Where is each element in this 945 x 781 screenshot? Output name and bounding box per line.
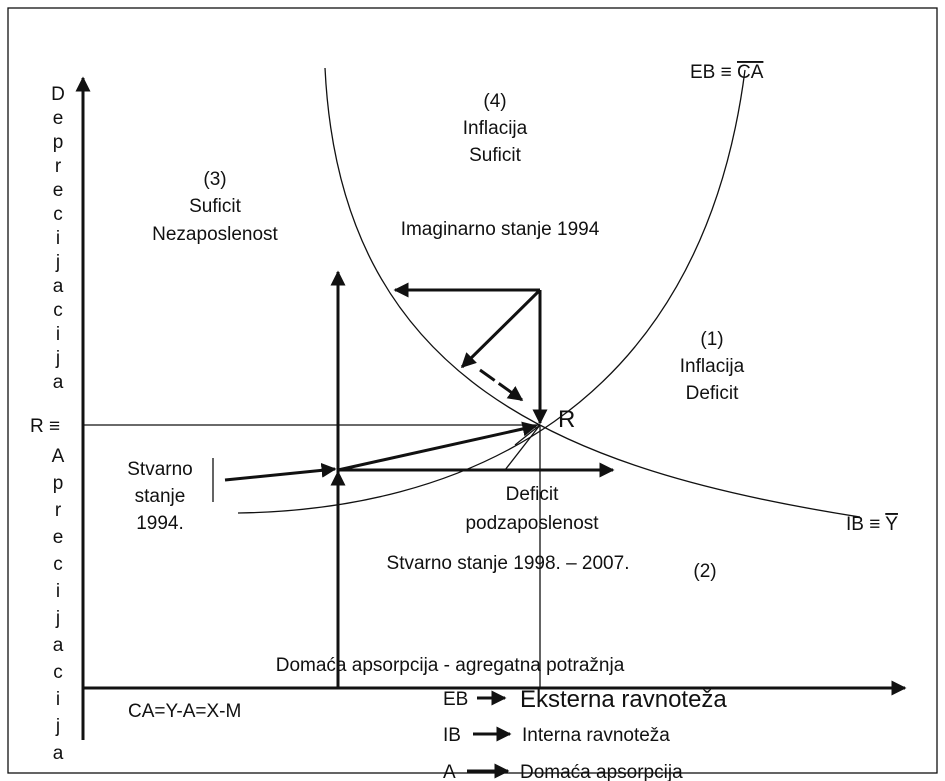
region: Suficit <box>189 196 241 217</box>
arrow <box>460 288 542 369</box>
region: (3) <box>203 169 226 190</box>
label: Imaginarno stanje 1994 <box>401 219 600 240</box>
legend-text: Interna ravnoteža <box>522 725 670 746</box>
eb-label: EB ≡ CA <box>690 62 764 83</box>
label: stanje <box>135 486 186 507</box>
region: Inflacija <box>680 356 745 377</box>
y-axis-label: R ≡ <box>30 416 60 437</box>
region: Deficit <box>506 484 560 505</box>
arrow <box>337 421 538 472</box>
region: Nezaposlenost <box>152 224 278 245</box>
label: R <box>558 406 575 433</box>
region: Suficit <box>469 145 521 166</box>
region: Deficit <box>686 383 740 404</box>
label: CA=Y-A=X-M <box>128 701 241 722</box>
legend-text: Domaća apsorpcija <box>520 762 683 781</box>
legend-text: Eksterna ravnoteža <box>520 686 727 713</box>
arrow <box>224 462 337 482</box>
region: (2) <box>693 561 716 582</box>
x-axis-label: Domaća apsorpcija - agregatna potražnja <box>276 655 625 676</box>
label: 1994. <box>136 513 184 534</box>
region: podzaposlenost <box>465 513 599 534</box>
region: (4) <box>483 91 506 112</box>
arrow <box>479 368 524 402</box>
region: Inflacija <box>463 118 528 139</box>
label: Stvarno stanje 1998. – 2007. <box>387 553 630 574</box>
region: (1) <box>700 329 723 350</box>
eb-curve <box>324 67 861 518</box>
legend-key: IB <box>443 725 461 746</box>
label: Stvarno <box>127 459 192 480</box>
frame <box>7 7 938 774</box>
ib-curve <box>237 69 746 514</box>
legend-key: EB <box>443 689 468 710</box>
legend-key: A <box>443 762 456 781</box>
ib-label: IB ≡ Y <box>846 514 898 535</box>
